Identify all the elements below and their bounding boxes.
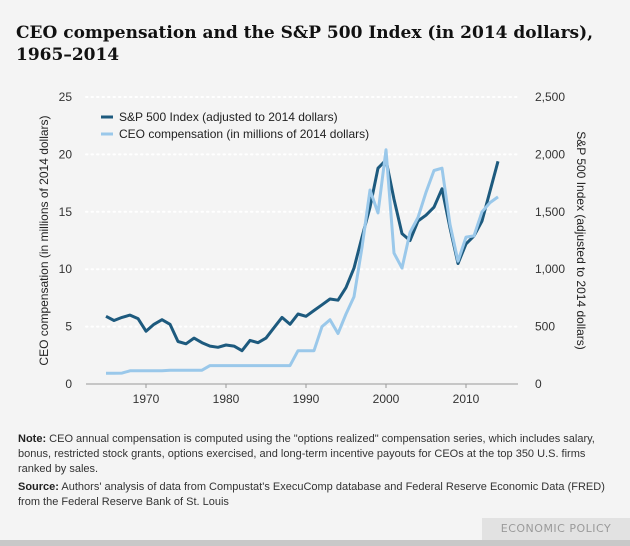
- series-line-sp500: [105, 158, 500, 353]
- x-tick-label: 2010: [453, 392, 480, 406]
- chart-title: CEO compensation and the S&P 500 Index (…: [16, 23, 594, 65]
- y-tick-label: 15: [59, 205, 73, 219]
- series-line-ceo-compensation: [106, 148, 499, 375]
- y2-tick-label: 500: [535, 320, 555, 334]
- y-tick-label: 10: [59, 262, 73, 276]
- note-label: Note:: [18, 433, 47, 445]
- x-tick-label: 1970: [133, 392, 160, 406]
- line-chart: 0 0 5 500 10 1,000 15 1,500 20 2,000 25 2,500 1970 19…: [37, 90, 588, 406]
- y-tick-label: 5: [65, 320, 72, 334]
- y2-axis-title: S&P 500 Index (adjusted to 2014 dollars): [574, 131, 588, 350]
- source-text: Authors' analysis of data from Compustat…: [18, 481, 605, 508]
- x-tick-label: 1980: [213, 392, 240, 406]
- bottom-bar: [0, 540, 630, 546]
- y2-tick-label: 1,000: [535, 262, 565, 276]
- y-tick-label: 20: [59, 147, 73, 161]
- x-tick-label: 1990: [293, 392, 320, 406]
- legend-label: S&P 500 Index (adjusted to 2014 dollars): [119, 110, 338, 124]
- note: Note: CEO annual compensation is compute…: [18, 432, 618, 477]
- legend-label: CEO compensation (in millions of 2014 do…: [119, 127, 369, 141]
- y2-tick-label: 1,500: [535, 205, 565, 219]
- x-tick-label: 2000: [373, 392, 400, 406]
- brand-logo: ECONOMIC POLICY INSTITUTE: [482, 518, 630, 546]
- y-tick-label: 25: [59, 90, 73, 104]
- y2-tick-label: 2,500: [535, 90, 565, 104]
- note-text: CEO annual compensation is computed usin…: [18, 433, 595, 475]
- source-label: Source:: [18, 481, 59, 493]
- y-axis-title: CEO compensation (in millions of 2014 do…: [37, 115, 51, 365]
- source: Source: Authors' analysis of data from C…: [18, 480, 618, 510]
- y2-tick-label: 0: [535, 377, 542, 391]
- y-tick-label: 0: [65, 377, 72, 391]
- y2-tick-label: 2,000: [535, 147, 565, 161]
